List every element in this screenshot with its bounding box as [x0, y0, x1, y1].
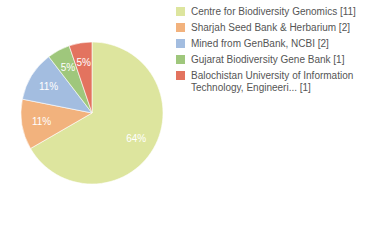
data-label: 64%: [126, 133, 146, 144]
legend-item: Gujarat Biodiversity Gene Bank [1]: [176, 54, 356, 66]
legend-swatch: [176, 39, 185, 48]
legend-item: Mined from GenBank, NCBI [2]: [176, 38, 356, 50]
legend-item: Sharjah Seed Bank & Herbarium [2]: [176, 22, 356, 34]
pie-slice: [69, 42, 92, 113]
legend-item: Balochistan University of Information Te…: [176, 70, 356, 94]
data-label: 11%: [32, 116, 51, 127]
data-label: 11%: [39, 81, 58, 92]
data-labels: 64%11%11%5%5%: [32, 57, 146, 144]
chart: 64%11%11%5%5%: [0, 0, 380, 240]
legend-label: Balochistan University of Information Te…: [191, 70, 353, 93]
legend-label: Gujarat Biodiversity Gene Bank [1]: [191, 54, 344, 65]
legend-label: Mined from GenBank, NCBI [2]: [191, 38, 329, 49]
legend-swatch: [176, 71, 185, 80]
legend-swatch: [176, 23, 185, 32]
legend: Centre for Biodiversity Genomics [11] Sha…: [176, 6, 356, 98]
legend-label: Sharjah Seed Bank & Herbarium [2]: [191, 22, 350, 33]
legend-swatch: [176, 7, 185, 16]
legend-item: Centre for Biodiversity Genomics [11]: [176, 6, 356, 18]
legend-swatch: [176, 55, 185, 64]
legend-label: Centre for Biodiversity Genomics [11]: [191, 6, 356, 17]
slices: [21, 42, 163, 184]
data-label: 5%: [61, 62, 76, 73]
data-label: 5%: [76, 57, 91, 68]
